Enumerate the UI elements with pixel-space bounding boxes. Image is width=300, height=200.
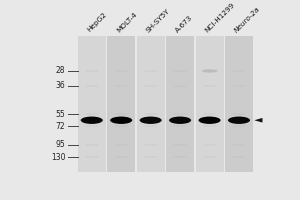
Bar — [166, 36, 194, 172]
Ellipse shape — [199, 117, 220, 124]
Ellipse shape — [169, 117, 191, 124]
Bar — [196, 36, 224, 172]
Text: SH-SY5Y: SH-SY5Y — [145, 7, 171, 33]
Text: MOLT-4: MOLT-4 — [116, 11, 138, 33]
Text: 36: 36 — [56, 81, 65, 90]
Ellipse shape — [81, 117, 103, 124]
Text: A-673: A-673 — [175, 14, 194, 33]
Text: 95: 95 — [56, 140, 65, 149]
Bar — [78, 36, 106, 172]
Text: 130: 130 — [51, 153, 65, 162]
Text: 55: 55 — [56, 110, 65, 119]
Polygon shape — [254, 118, 262, 123]
Text: 72: 72 — [56, 122, 65, 131]
Bar — [107, 36, 135, 172]
Text: HepG2: HepG2 — [86, 11, 108, 33]
Bar — [225, 36, 253, 172]
Ellipse shape — [110, 117, 132, 124]
Ellipse shape — [202, 69, 218, 73]
Text: 28: 28 — [56, 66, 65, 75]
Ellipse shape — [140, 117, 162, 124]
Text: NCI-H1299: NCI-H1299 — [204, 1, 236, 33]
Text: Neuro-2a: Neuro-2a — [234, 5, 262, 33]
Bar — [136, 36, 165, 172]
Ellipse shape — [228, 117, 250, 124]
